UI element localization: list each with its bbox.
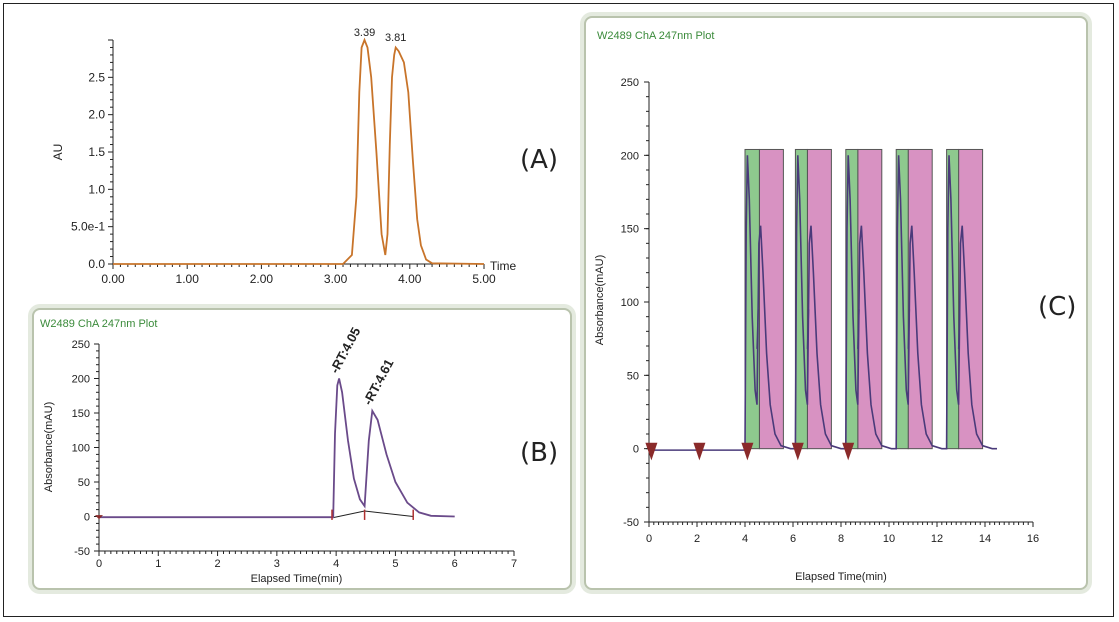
- c-fraction-pink: [857, 148, 883, 450]
- b-y-tick-label: 0: [84, 512, 90, 524]
- c-injection-marker: [741, 442, 754, 461]
- a-x-tick-label: 4.00: [398, 272, 422, 286]
- a-y-tick-label: 0.0: [88, 257, 105, 271]
- a-peak-label: 3.81: [385, 32, 406, 44]
- c-y-tick-label: 150: [621, 224, 639, 236]
- c-y-tick-label: 200: [621, 150, 639, 162]
- c-x-axis-label: Elapsed Time(min): [795, 571, 887, 583]
- c-x-tick-label: 2: [694, 533, 700, 545]
- b-y-axis-label: Absorbance(mAU): [43, 402, 55, 492]
- c-injection-marker: [842, 442, 855, 461]
- c-injection-marker: [693, 442, 706, 461]
- b-x-tick-label: 0: [96, 558, 102, 570]
- c-x-tick-label: 16: [1027, 533, 1039, 545]
- panel-label-b: (B): [520, 438, 559, 468]
- a-y-tick-label: 1.0: [88, 182, 105, 196]
- b-y-tick-label: 150: [72, 408, 90, 420]
- c-fraction-pink: [758, 148, 784, 450]
- b-x-tick-label: 3: [274, 558, 280, 570]
- a-y-tick-label: 2.0: [88, 108, 105, 122]
- b-x-tick-label: 6: [452, 558, 458, 570]
- c-x-tick-label: 10: [883, 533, 895, 545]
- chart-c-title: W2489 ChA 247nm Plot: [597, 30, 715, 42]
- c-y-tick-label: -50: [623, 517, 639, 529]
- c-injection-marker: [791, 442, 804, 461]
- c-y-tick-label: 0: [633, 444, 639, 456]
- c-shoulder-line: [907, 309, 911, 349]
- c-shoulder-line: [957, 309, 961, 349]
- c-x-tick-label: 12: [931, 533, 943, 545]
- a-y-tick-label: 1.5: [88, 145, 105, 159]
- c-x-tick-label: 14: [979, 533, 991, 545]
- c-shoulder-line: [806, 309, 810, 349]
- b-x-tick-label: 4: [333, 558, 339, 570]
- a-y-tick-label: 5.0e-1: [71, 220, 105, 234]
- b-x-axis-label: Elapsed Time(min): [251, 573, 343, 585]
- b-y-tick-label: -50: [74, 546, 90, 558]
- c-y-tick-label: 50: [627, 370, 639, 382]
- b-y-tick-label: 200: [72, 374, 90, 386]
- b-y-tick-label: 100: [72, 443, 90, 455]
- panel-c: [584, 16, 1088, 590]
- c-fraction-pink: [958, 148, 984, 450]
- a-x-tick-label: 5.00: [472, 272, 496, 286]
- a-y-axis-label: AU: [51, 144, 65, 161]
- a-x-tick-label: 1.00: [176, 272, 200, 286]
- c-x-tick-label: 4: [742, 533, 748, 545]
- a-y-tick-label: 2.5: [88, 70, 105, 84]
- panel-label-c: (C): [1038, 292, 1077, 322]
- b-x-tick-label: 7: [511, 558, 517, 570]
- a-x-tick-label: 3.00: [324, 272, 348, 286]
- panel-label-a: (A): [520, 145, 559, 175]
- b-y-tick-label: 50: [78, 477, 90, 489]
- b-x-tick-label: 5: [392, 558, 398, 570]
- c-fraction-pink: [806, 148, 832, 450]
- c-y-tick-label: 100: [621, 297, 639, 309]
- a-series-line: [113, 37, 485, 265]
- b-x-tick-label: 2: [215, 558, 221, 570]
- c-x-tick-label: 6: [790, 533, 796, 545]
- c-y-axis-label: Absorbance(mAU): [594, 255, 606, 345]
- panel-b: [32, 308, 572, 590]
- figure-frame: [3, 3, 1114, 617]
- b-injection-marker: [95, 515, 103, 520]
- b-x-tick-label: 1: [155, 558, 161, 570]
- a-x-tick-label: 0.00: [101, 272, 125, 286]
- a-peak-label: 3.39: [354, 27, 375, 39]
- chart-b-title: W2489 ChA 247nm Plot: [40, 318, 158, 330]
- c-x-tick-label: 8: [838, 533, 844, 545]
- c-shoulder-line: [756, 309, 759, 349]
- c-injection-marker: [645, 442, 658, 461]
- b-series-line: [99, 378, 455, 519]
- a-x-axis-label: Time: [490, 259, 517, 273]
- c-fraction-pink: [907, 148, 933, 450]
- b-y-tick-label: 250: [72, 339, 90, 351]
- c-x-tick-label: 0: [646, 533, 652, 545]
- a-x-tick-label: 2.00: [250, 272, 274, 286]
- c-shoulder-line: [857, 309, 860, 349]
- c-y-tick-label: 250: [621, 77, 639, 89]
